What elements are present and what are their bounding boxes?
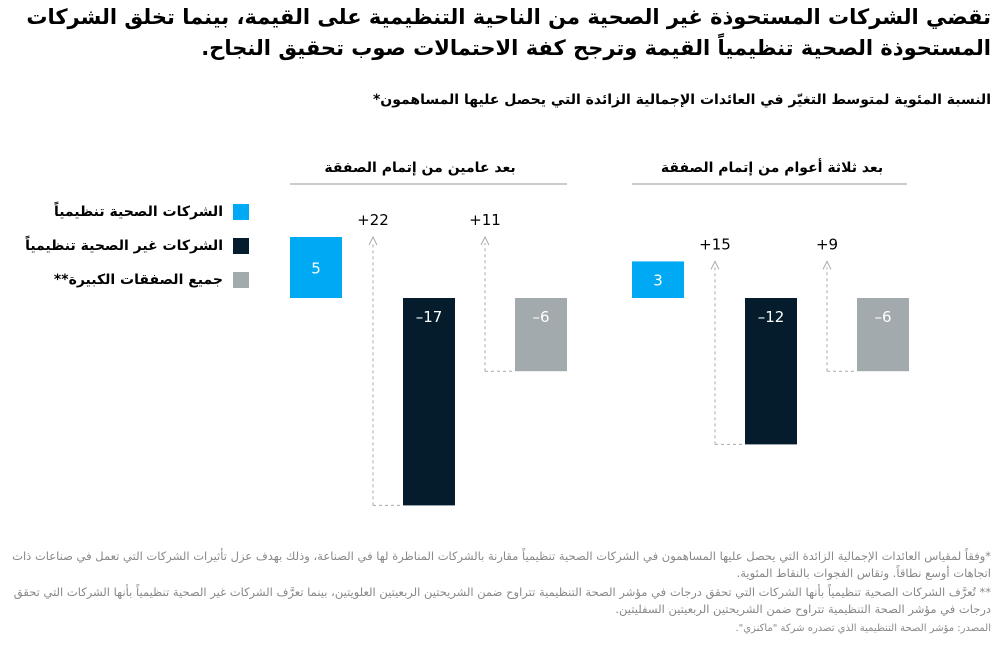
legend-label: الشركات الصحية تنظيمياً <box>53 204 223 220</box>
gap-arrow-head <box>710 260 720 270</box>
gap-arrow-head <box>368 235 378 246</box>
bar-value-label: 5 <box>311 260 321 278</box>
footnotes: *وفقاً لمقياس العائدات الإجمالية الزائدة… <box>8 548 991 639</box>
panel-title: بعد عامين من إتمام الصفقة <box>324 160 515 176</box>
bar <box>403 298 455 506</box>
panel-title: بعد ثلاثة أعوام من إتمام الصفقة <box>661 158 883 176</box>
bar <box>515 298 567 372</box>
gap-label: +22 <box>357 211 389 229</box>
bar-chart: بعد عامين من إتمام الصفقة 5 –17 –6 +22 +11 بعد… <box>290 158 909 506</box>
legend-label: الشركات غير الصحية تنظيمياً <box>25 238 223 254</box>
gap-arrow-head <box>480 235 490 246</box>
legend-item-all-deals: جميع الصفقات الكبيرة** <box>54 272 249 288</box>
gap-label: +11 <box>469 211 501 229</box>
gap-arrow-head <box>822 260 832 270</box>
bar <box>290 237 342 298</box>
bar <box>745 298 797 445</box>
footnote: ** تُعرَّف الشركات الصحية تنظيمياً بأنها… <box>13 585 991 616</box>
bar-value-label: 3 <box>653 272 663 290</box>
legend-swatch <box>233 272 249 288</box>
legend-swatch <box>233 238 249 254</box>
bar-value-label: –17 <box>416 308 443 326</box>
bar-value-label: –12 <box>758 308 785 326</box>
gap-label: +9 <box>816 235 838 253</box>
legend-swatch <box>233 204 249 220</box>
legend-item-healthy: الشركات الصحية تنظيمياً <box>54 204 249 220</box>
chart-title: تقضي الشركات المستحوذة غير الصحية من الن… <box>26 5 991 60</box>
bar-value-label: –6 <box>874 308 891 326</box>
chart-subtitle: النسبة المئوية لمتوسط التغيّر في العائدا… <box>372 92 991 108</box>
legend-item-unhealthy: الشركات غير الصحية تنظيمياً <box>25 238 249 254</box>
bar <box>857 298 909 372</box>
footnote: *وفقاً لمقياس العائدات الإجمالية الزائدة… <box>12 549 991 580</box>
bar-value-label: –6 <box>532 308 549 326</box>
source-note: المصدر: مؤشر الصحة التنظيمية الذي تصدره … <box>735 623 991 634</box>
legend-label: جميع الصفقات الكبيرة** <box>53 272 223 288</box>
bar <box>632 261 684 298</box>
gap-label: +15 <box>699 235 731 253</box>
